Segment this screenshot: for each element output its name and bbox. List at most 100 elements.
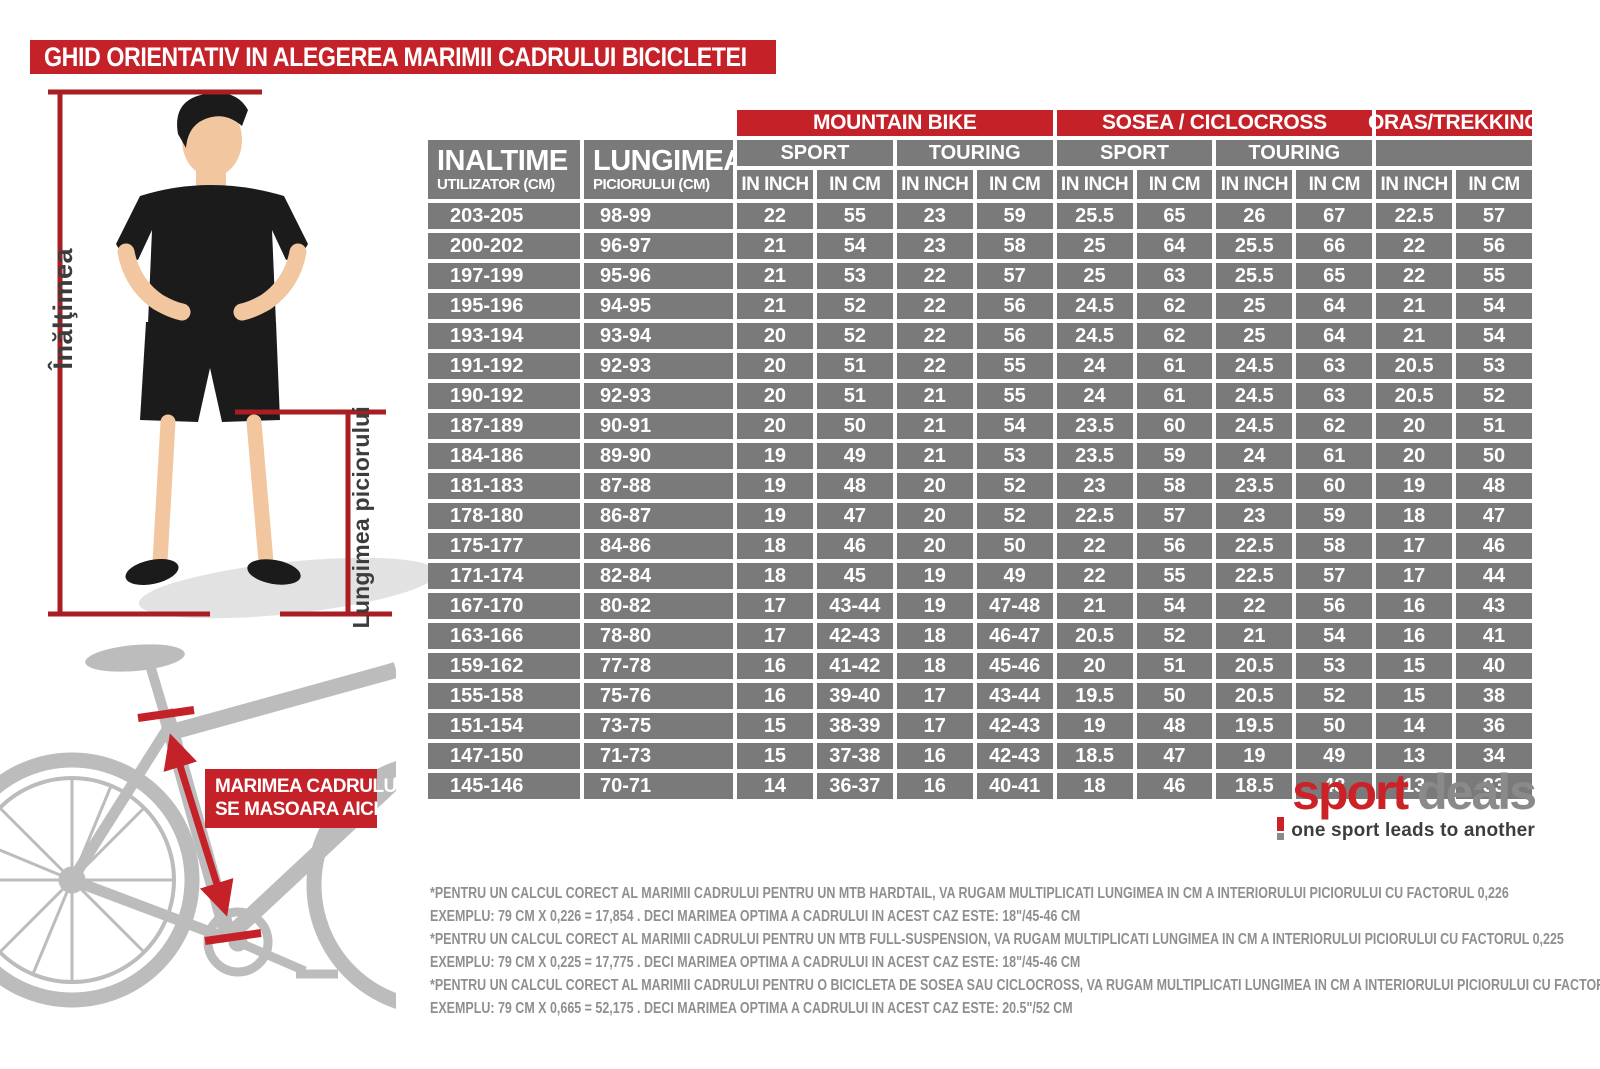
cell-frame-size: 16	[896, 743, 973, 769]
group-oras-trekking: ORAS/TREKKING	[1367, 110, 1541, 136]
cell-frame-size: 21	[737, 263, 813, 289]
cell-frame-size: 18	[737, 563, 813, 589]
cell-frame-size: 20	[896, 473, 973, 499]
cell-frame-size: 18	[896, 623, 973, 649]
table-row: 190-192 92-93 20 51 21 55 24 61 24.5 63 20.5 52	[428, 383, 1532, 409]
cell-frame-size: 18.5	[1056, 743, 1133, 769]
cell-frame-size: 20	[1056, 653, 1133, 679]
cell-frame-size: 52	[976, 473, 1053, 499]
cell-frame-size: 46	[1136, 773, 1213, 799]
cell-frame-size: 22	[737, 203, 813, 229]
cell-user-height: 147-150	[428, 743, 580, 769]
cell-leg-length: 92-93	[584, 353, 733, 379]
unit-header-inch: IN INCH	[896, 170, 973, 199]
cell-frame-size: 54	[1136, 593, 1213, 619]
cell-frame-size: 41	[1456, 623, 1532, 649]
table-row: 200-202 96-97 21 54 23 58 25 64 25.5 66 22 56	[428, 233, 1532, 259]
cell-frame-size: 58	[1296, 533, 1373, 559]
cell-frame-size: 19.5	[1056, 683, 1133, 709]
cell-frame-size: 55	[1136, 563, 1213, 589]
cell-frame-size: 19	[896, 593, 973, 619]
cell-frame-size: 23.5	[1056, 443, 1133, 469]
cell-frame-size: 51	[1456, 413, 1532, 439]
cell-frame-size: 22.5	[1216, 533, 1293, 559]
cell-frame-size: 50	[1136, 683, 1213, 709]
cell-frame-size: 43-44	[816, 593, 893, 619]
cell-user-height: 200-202	[428, 233, 580, 259]
cell-frame-size: 20	[896, 503, 973, 529]
cell-frame-size: 62	[1296, 413, 1373, 439]
cell-frame-size: 49	[816, 443, 893, 469]
leg-measure-bracket-icon	[235, 409, 392, 617]
cell-leg-length: 94-95	[584, 293, 733, 319]
cell-frame-size: 24	[1056, 383, 1133, 409]
cell-frame-size: 56	[1456, 233, 1532, 259]
frame-size-callout: MARIMEA CADRULUI SE MASOARA AICI	[205, 769, 402, 828]
cell-frame-size: 16	[1376, 593, 1453, 619]
cell-frame-size: 21	[896, 383, 973, 409]
cell-frame-size: 64	[1136, 233, 1213, 259]
table-row: 151-154 73-75 15 38-39 17 42-43 19 48 19.5 50 14 36	[428, 713, 1532, 739]
cell-frame-size: 19	[1056, 713, 1133, 739]
cell-leg-length: 98-99	[584, 203, 733, 229]
table-row: 195-196 94-95 21 52 22 56 24.5 62 25 64 21 54	[428, 293, 1532, 319]
cell-frame-size: 61	[1296, 443, 1373, 469]
cell-frame-size: 57	[976, 263, 1053, 289]
table-row: 187-189 90-91 20 50 21 54 23.5 60 24.5 62 20 51	[428, 413, 1532, 439]
cell-frame-size: 46	[816, 533, 893, 559]
cell-frame-size: 38	[1456, 683, 1532, 709]
cell-frame-size: 22	[896, 353, 973, 379]
cell-leg-length: 82-84	[584, 563, 733, 589]
cell-user-height: 190-192	[428, 383, 580, 409]
table-body: 203-205 98-99 22 55 23 59 25.5 65 26 67 22.5 57 200-…	[428, 203, 1532, 799]
cell-frame-size: 64	[1296, 293, 1373, 319]
table-group-header-row: MOUNTAIN BIKE SOSEA / CICLOCROSS ORAS/TR…	[428, 110, 1541, 136]
cell-frame-size: 62	[1136, 323, 1213, 349]
cell-frame-size: 36-37	[816, 773, 893, 799]
cell-frame-size: 17	[1376, 563, 1453, 589]
cell-user-height: 175-177	[428, 533, 580, 559]
unit-header-inch: IN INCH	[1376, 170, 1453, 199]
cell-frame-size: 18	[1056, 773, 1133, 799]
cell-frame-size: 20	[896, 533, 973, 559]
table-row: 203-205 98-99 22 55 23 59 25.5 65 26 67 22.5 57	[428, 203, 1532, 229]
cell-frame-size: 13	[1376, 773, 1453, 799]
cell-frame-size: 37-38	[816, 743, 893, 769]
cell-frame-size: 16	[896, 773, 973, 799]
cell-frame-size: 45	[816, 563, 893, 589]
cell-frame-size: 58	[1136, 473, 1213, 499]
cell-frame-size: 18	[1376, 503, 1453, 529]
footnote-line: EXEMPLU: 79 CM X 0,665 = 52,175 . DECI M…	[430, 1000, 1073, 1017]
table-row: 145-146 70-71 14 36-37 16 40-41 18 46 18.5 48 13 33	[428, 773, 1532, 799]
cell-frame-size: 24.5	[1056, 293, 1133, 319]
cell-frame-size: 51	[1136, 653, 1213, 679]
cell-leg-length: 70-71	[584, 773, 733, 799]
person-figure	[40, 82, 438, 630]
cell-frame-size: 20.5	[1216, 653, 1293, 679]
cell-frame-size: 25.5	[1216, 263, 1293, 289]
cell-frame-size: 16	[737, 653, 813, 679]
cell-frame-size: 42-43	[976, 713, 1053, 739]
cell-frame-size: 20	[737, 413, 813, 439]
subheader-sosea-sport: SPORT	[1056, 140, 1213, 166]
cell-frame-size: 20.5	[1376, 353, 1453, 379]
cell-frame-size: 65	[1136, 203, 1213, 229]
cell-frame-size: 48	[816, 473, 893, 499]
cell-frame-size: 23	[896, 203, 973, 229]
cell-frame-size: 17	[737, 623, 813, 649]
cell-frame-size: 22	[1376, 263, 1453, 289]
cell-frame-size: 25	[1216, 293, 1293, 319]
table-row: 193-194 93-94 20 52 22 56 24.5 62 25 64 21 54	[428, 323, 1532, 349]
cell-frame-size: 43	[1456, 593, 1532, 619]
cell-user-height: 191-192	[428, 353, 580, 379]
logo-word-sport: sport	[1292, 764, 1409, 820]
sportdeals-logo: sport deals one sport leads to another	[1180, 767, 1537, 842]
cell-frame-size: 22	[1216, 593, 1293, 619]
footnotes: *PENTRU UN CALCUL CORECT AL MARIMII CADR…	[430, 886, 1600, 1024]
cell-frame-size: 61	[1136, 383, 1213, 409]
cell-frame-size: 54	[976, 413, 1053, 439]
footnote-line: *PENTRU UN CALCUL CORECT AL MARIMII CADR…	[430, 931, 1564, 948]
cell-user-height: 184-186	[428, 443, 580, 469]
cell-frame-size: 63	[1296, 353, 1373, 379]
cell-frame-size: 45-46	[976, 653, 1053, 679]
